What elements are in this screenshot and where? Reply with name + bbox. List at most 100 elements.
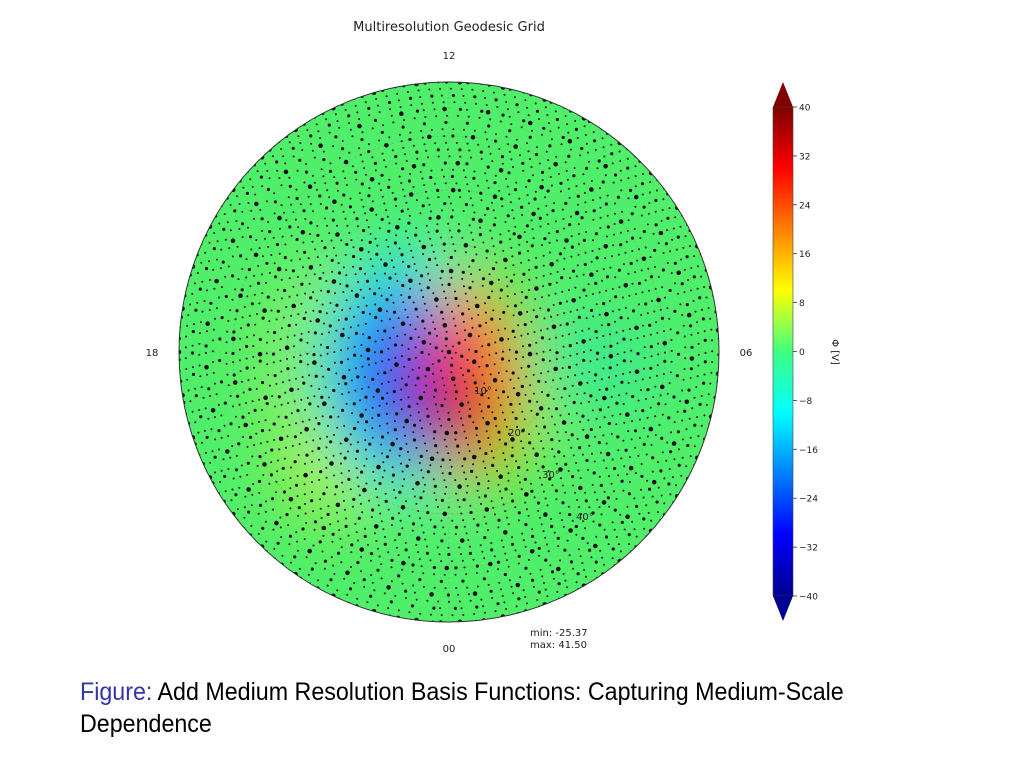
grid-point-fine (561, 208, 564, 211)
grid-point-fine (465, 437, 468, 439)
grid-point-fine (368, 363, 370, 366)
grid-point-fine (696, 287, 699, 290)
grid-point-fine (477, 184, 479, 187)
grid-point-fine (602, 146, 605, 149)
grid-point-coarse (344, 437, 349, 443)
grid-point-fine (570, 235, 573, 238)
grid-point-fine (405, 597, 407, 599)
grid-point-medium (293, 460, 297, 464)
grid-point-fine (374, 340, 377, 343)
grid-point-fine (478, 496, 481, 499)
grid-point-fine (235, 454, 238, 457)
grid-point-fine (414, 346, 417, 349)
grid-point-fine (232, 361, 235, 364)
grid-point-fine (288, 424, 291, 426)
colorbar-extend-bottom (773, 596, 793, 621)
grid-point-fine (439, 607, 441, 610)
grid-point-medium (401, 283, 405, 288)
grid-point-fine (587, 400, 590, 403)
grid-point-fine (319, 137, 322, 139)
grid-point-fine (435, 498, 438, 501)
grid-point-medium (514, 416, 518, 421)
grid-point-fine (273, 547, 276, 550)
grid-point-fine (307, 573, 310, 576)
grid-point-fine (562, 572, 565, 575)
grid-point-medium (597, 441, 601, 445)
grid-point-fine (258, 302, 261, 305)
grid-point-fine (472, 517, 475, 520)
grid-point-fine (328, 196, 331, 199)
grid-point-medium (235, 309, 239, 313)
grid-point-fine (560, 190, 562, 193)
grid-point-fine (436, 410, 439, 413)
grid-point-fine (599, 451, 602, 454)
grid-point-medium (646, 388, 650, 392)
grid-point-medium (653, 248, 657, 252)
grid-point-fine (555, 281, 558, 284)
grid-point-fine (518, 197, 521, 200)
grid-point-coarse (329, 461, 334, 466)
grid-point-fine (278, 227, 281, 230)
grid-point-fine (451, 310, 453, 313)
grid-point-fine (564, 115, 567, 117)
grid-point-fine (505, 465, 508, 468)
grid-point-medium (457, 341, 461, 345)
grid-point-fine (356, 111, 359, 114)
grid-point-fine (520, 366, 523, 369)
grid-point-coarse (408, 192, 414, 197)
grid-point-fine (561, 484, 564, 487)
grid-point-medium (260, 217, 264, 221)
grid-point-fine (196, 272, 199, 274)
grid-point-fine (428, 203, 431, 206)
grid-point-fine (255, 432, 258, 435)
grid-point-fine (424, 442, 427, 445)
grid-point-medium (318, 310, 322, 314)
grid-point-fine (199, 375, 202, 378)
grid-point-fine (505, 101, 508, 103)
grid-point-fine (304, 462, 306, 465)
grid-point-fine (318, 458, 321, 461)
colorbar-tick-label: −16 (799, 446, 818, 456)
grid-point-medium (517, 511, 521, 515)
grid-point-fine (635, 293, 637, 296)
grid-point-fine (517, 324, 520, 327)
grid-point-fine (575, 412, 578, 415)
grid-point-fine (538, 162, 541, 165)
grid-point-fine (347, 450, 349, 453)
grid-point-fine (541, 244, 544, 247)
grid-point-fine (611, 162, 614, 165)
grid-point-fine (300, 398, 303, 401)
grid-point-fine (340, 462, 342, 465)
grid-point-fine (273, 299, 276, 302)
grid-point-medium (563, 387, 567, 391)
grid-point-fine (401, 470, 404, 473)
grid-point-fine (495, 133, 497, 136)
grid-point-fine (603, 528, 606, 531)
grid-point-fine (320, 365, 323, 368)
grid-point-medium (387, 185, 391, 189)
grid-point-fine (220, 248, 223, 251)
grid-point-fine (572, 484, 574, 487)
grid-point-fine (542, 254, 545, 257)
grid-point-fine (345, 184, 348, 186)
grid-point-medium (520, 384, 524, 389)
grid-point-fine (467, 115, 470, 118)
latitude-ring-label: 30° (542, 470, 560, 481)
grid-point-fine (354, 367, 357, 370)
grid-point-fine (528, 289, 531, 292)
grid-point-medium (537, 379, 541, 383)
grid-point-fine (689, 245, 691, 248)
grid-point-fine (552, 398, 555, 400)
grid-point-fine (337, 262, 340, 265)
grid-point-fine (276, 288, 279, 291)
grid-point-fine (357, 281, 360, 283)
grid-point-fine (251, 422, 254, 425)
grid-point-fine (364, 101, 367, 104)
grid-point-fine (333, 340, 336, 343)
grid-point-medium (305, 453, 309, 457)
grid-point-fine (239, 337, 242, 340)
grid-point-fine (423, 327, 426, 330)
grid-point-fine (451, 425, 453, 428)
grid-point-medium (441, 458, 445, 462)
grid-point-fine (378, 227, 381, 230)
